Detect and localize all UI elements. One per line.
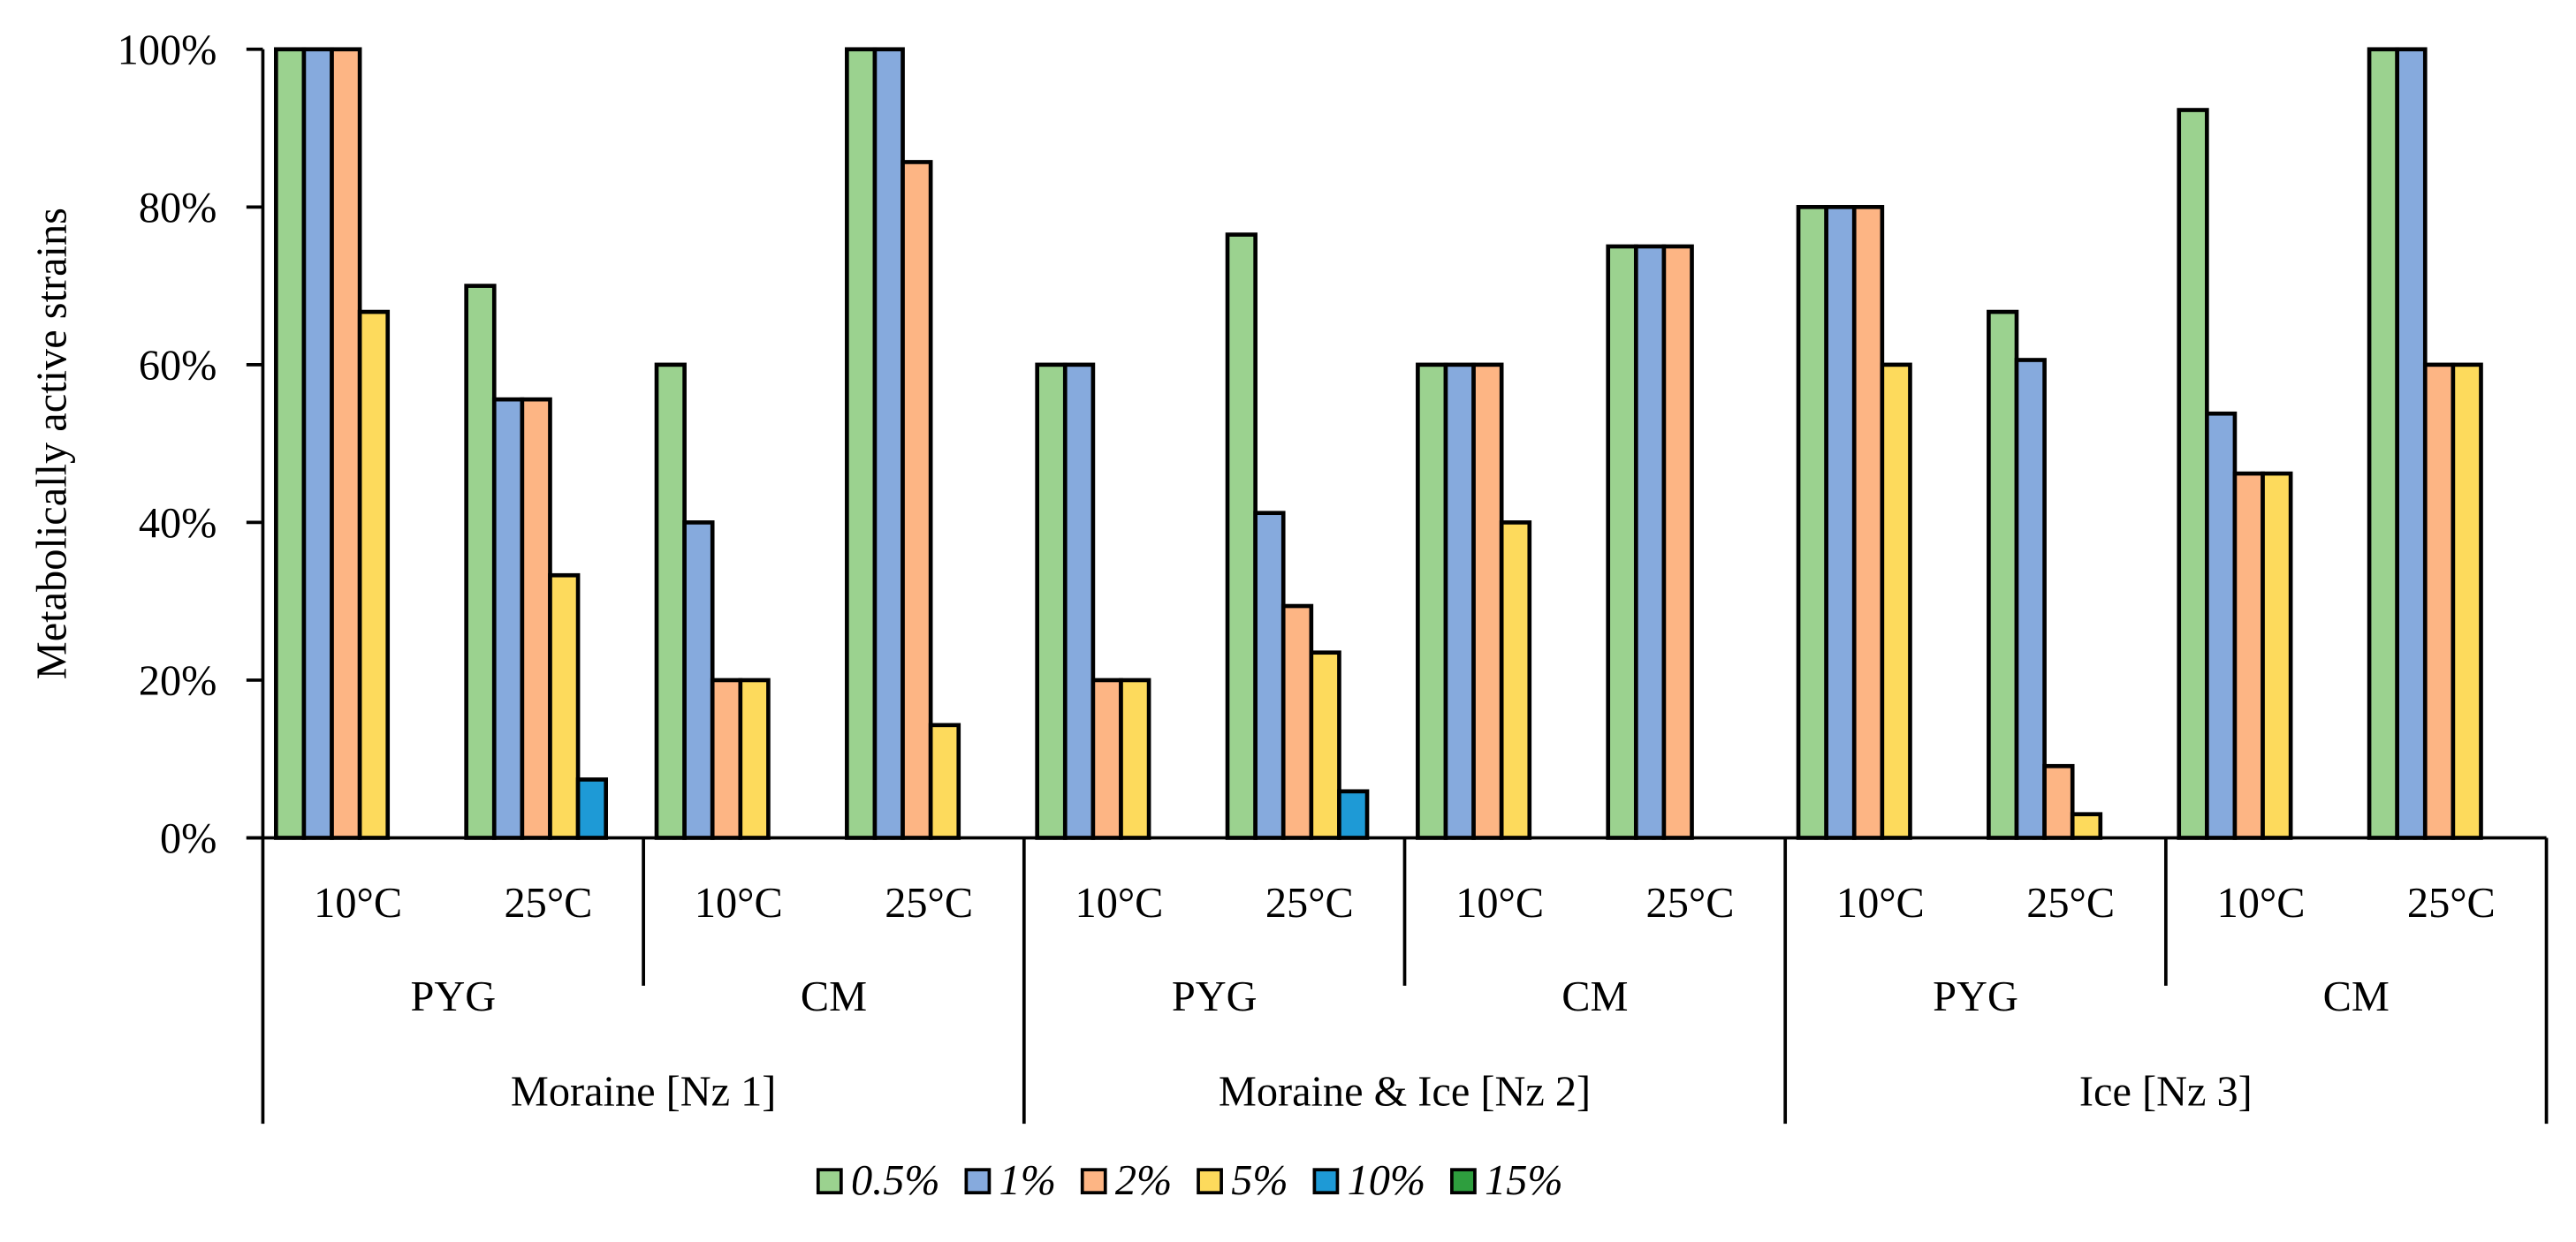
bar-0.5% xyxy=(464,284,497,840)
bar-0.5% xyxy=(1606,244,1638,840)
x-label-temperature: 25°C xyxy=(1646,880,1735,927)
bar-0.5% xyxy=(1987,309,2019,840)
legend-swatch-5% xyxy=(1197,1168,1223,1195)
x-label-medium: PYG xyxy=(1172,973,1258,1020)
bar-5% xyxy=(1119,678,1151,840)
x-label-medium: PYG xyxy=(410,973,496,1020)
bar-2% xyxy=(1851,205,1885,840)
legend-swatch-0.5% xyxy=(816,1168,843,1195)
x-label-temperature: 10°C xyxy=(695,880,783,927)
legend-swatch-10% xyxy=(1312,1168,1340,1195)
bar-2% xyxy=(2232,471,2265,840)
bar-10% xyxy=(575,777,609,840)
y-tick-label: 80% xyxy=(139,185,217,231)
bar-5% xyxy=(2070,812,2103,840)
x-label-site: Moraine & Ice [Nz 2] xyxy=(1219,1069,1591,1116)
legend-label: 10% xyxy=(1348,1157,1426,1204)
x-label-site: Ice [Nz 3] xyxy=(2079,1069,2253,1116)
x-label-temperature: 10°C xyxy=(314,880,402,927)
x-label-medium: CM xyxy=(801,973,867,1020)
y-axis-label: Metabolically active strains xyxy=(28,208,75,679)
x-label-temperature: 25°C xyxy=(2026,880,2115,927)
bar-1% xyxy=(2205,411,2238,840)
x-label-temperature: 25°C xyxy=(2407,880,2496,927)
bar-1% xyxy=(682,520,715,840)
bar-1% xyxy=(491,397,525,840)
bar-2% xyxy=(2042,763,2075,840)
bar-1% xyxy=(1253,511,1286,840)
bar-5% xyxy=(738,678,771,840)
x-label-temperature: 10°C xyxy=(2217,880,2306,927)
bar-0.5% xyxy=(1796,205,1828,840)
bar-0.5% xyxy=(273,47,307,840)
bar-1% xyxy=(2014,358,2047,840)
bar-1% xyxy=(1062,362,1096,840)
bar-2% xyxy=(2422,362,2456,840)
bar-1% xyxy=(301,47,334,840)
x-label-temperature: 25°C xyxy=(885,880,973,927)
legend-label: 2% xyxy=(1115,1157,1172,1204)
x-label-medium: CM xyxy=(2323,973,2390,1020)
bar-1% xyxy=(1443,362,1476,840)
bar-2% xyxy=(1280,603,1314,840)
x-label-temperature: 25°C xyxy=(1265,880,1354,927)
bar-0.5% xyxy=(845,47,878,840)
bar-5% xyxy=(928,723,961,840)
legend-label: 5% xyxy=(1231,1157,1288,1204)
legend-label: 0.5% xyxy=(851,1157,940,1204)
bar-2% xyxy=(710,678,743,840)
bar-5% xyxy=(1309,650,1341,840)
legend: 0.5% 1% 2% 5% 10% 15% xyxy=(816,1157,1563,1204)
bar-2% xyxy=(520,397,552,840)
y-tick-label: 0% xyxy=(160,815,217,862)
legend-label: 1% xyxy=(999,1157,1056,1204)
bar-0.5% xyxy=(1035,362,1068,840)
bar-2% xyxy=(1471,362,1504,840)
bar-0.5% xyxy=(2177,108,2209,840)
bar-5% xyxy=(548,572,581,840)
legend-swatch-2% xyxy=(1080,1168,1107,1195)
bar-5% xyxy=(2261,471,2293,840)
x-label-site: Moraine [Nz 1] xyxy=(511,1069,777,1116)
legend-label: 15% xyxy=(1485,1157,1563,1204)
x-label-medium: PYG xyxy=(1933,973,2018,1020)
x-label-temperature: 10°C xyxy=(1075,880,1164,927)
y-tick-label: 20% xyxy=(139,658,217,705)
bar-2% xyxy=(330,47,362,840)
legend-swatch-15% xyxy=(1450,1168,1477,1195)
bar-2% xyxy=(1090,678,1123,840)
x-label-medium: CM xyxy=(1562,973,1628,1020)
legend-swatch-1% xyxy=(964,1168,992,1195)
x-label-temperature: 10°C xyxy=(1455,880,1544,927)
bar-1% xyxy=(872,47,905,840)
bar-5% xyxy=(2451,362,2483,840)
bar-1% xyxy=(1824,205,1857,840)
y-tick-label: 40% xyxy=(139,500,217,547)
bar-5% xyxy=(1880,362,1912,840)
bar-0.5% xyxy=(1416,362,1448,840)
bar-2% xyxy=(1661,244,1694,840)
y-tick-label: 60% xyxy=(139,343,217,390)
bar-1% xyxy=(2395,47,2428,840)
y-tick-label: 100% xyxy=(118,27,217,74)
bar-2% xyxy=(900,160,933,840)
bar-10% xyxy=(1337,789,1370,840)
bar-5% xyxy=(357,309,391,840)
x-label-temperature: 25°C xyxy=(505,880,593,927)
bar-0.5% xyxy=(1225,232,1258,840)
bar-0.5% xyxy=(2367,47,2399,840)
bar-0.5% xyxy=(654,362,687,840)
bar-1% xyxy=(1633,244,1667,840)
bar-5% xyxy=(1499,520,1532,840)
x-label-temperature: 10°C xyxy=(1836,880,1925,927)
